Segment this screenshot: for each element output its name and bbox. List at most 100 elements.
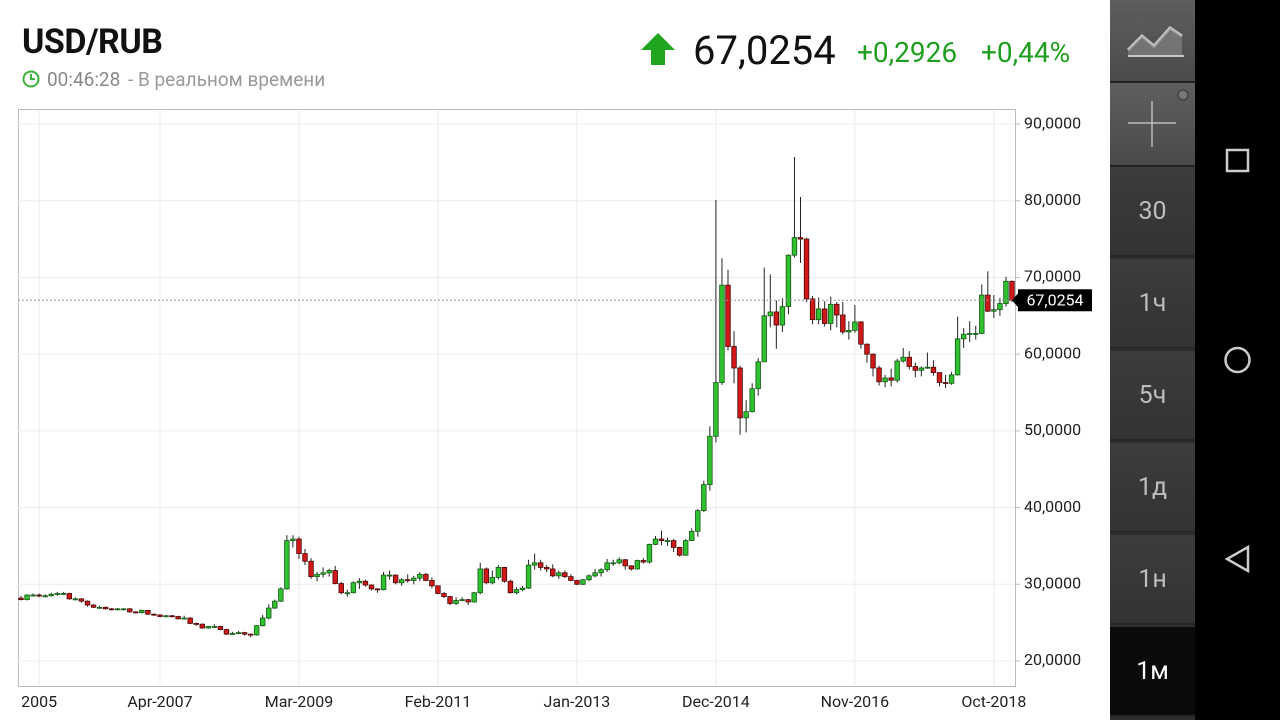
x-tick-label: 2005 [21,692,57,711]
candle-body [223,629,230,635]
last-price-box [1018,289,1092,312]
candle-body [24,594,30,601]
plot-frame [18,109,1016,687]
candle-body [809,298,816,321]
candle-body [411,577,417,581]
candle-body [930,366,937,373]
candle-body [84,600,91,606]
candle-body [205,626,212,629]
candle-body [247,633,254,636]
candle-body [308,560,314,578]
candle-body [821,308,828,324]
candle-body [628,565,635,570]
candle-body [803,238,810,300]
candle-body [670,540,677,548]
interval-button[interactable]: 1н [1110,535,1195,625]
last-price-label: 67,0254 [1026,290,1083,309]
candle-body [374,588,381,591]
candle-body [991,309,997,312]
up-arrow [641,33,675,65]
x-tick-label: Feb-2011 [405,692,472,711]
recents-button[interactable] [1225,148,1250,173]
interval-button[interactable]: 5ч [1110,351,1195,441]
candle-body [852,321,858,331]
candle-body [719,284,725,383]
candle-body [997,303,1003,311]
candle-body [423,573,429,581]
interval-button[interactable]: 1ч [1110,259,1195,349]
candle-body [1009,280,1015,301]
candle-body [272,600,278,609]
candle-body [713,382,719,437]
candle-body [695,510,701,532]
candle-body [658,538,665,541]
status: - В реальном времени [128,68,326,91]
candle-body [78,598,85,602]
candle-body [108,608,115,611]
candle-body [773,311,780,326]
candle-body [48,593,54,597]
candle-body [501,567,508,582]
candle-body [260,617,266,627]
interval-button[interactable]: 1д [1110,443,1195,533]
candle-body [326,570,332,574]
nav-icons [1224,148,1251,574]
candle-body [284,540,290,590]
candle-body [477,568,483,594]
clock-icon [22,70,40,88]
candle-body [737,367,743,419]
candle-body [985,294,991,312]
nav-bar [1195,0,1280,720]
candle-body [302,553,308,562]
candle-body [320,572,326,575]
candle-body [936,372,943,383]
candle-body [278,588,284,602]
candle-body [441,593,447,597]
candle-body [550,568,556,577]
candle-body [495,567,502,578]
candle-body [640,560,647,563]
candle-body [398,579,405,584]
candle-body [356,580,363,584]
chart-type-icon [1126,26,1184,57]
candle-body [513,589,520,594]
candle-body [846,329,852,333]
candle-body [888,377,894,381]
candle-body [531,562,538,566]
candle-body [429,580,435,587]
candle-body [646,543,653,563]
candle-body [102,606,109,610]
candle-body [918,367,925,371]
candle-body [42,595,48,598]
crosshair-button[interactable] [1110,83,1195,167]
y-tick-label: 30,0000 [1024,574,1081,593]
candle-body [266,607,272,619]
candle-body [791,237,798,256]
toolbar: 30 1ч 5ч 1д 1н 1м [1110,0,1195,720]
interval-button[interactable]: 1м [1110,627,1195,717]
candle-body [828,303,834,324]
candle-body [314,573,320,578]
candle-body [60,593,66,595]
home-button[interactable] [1224,346,1251,374]
candle-body [290,538,296,541]
candle-body [967,333,973,335]
interval-button[interactable]: 30 [1110,167,1195,257]
candle-body [574,580,580,585]
candle-body [139,609,145,614]
candle-body [235,632,242,635]
back-button[interactable] [1224,544,1250,574]
candle-body [586,575,592,581]
candle-body [894,360,900,381]
candle-body [767,311,773,317]
candle-body [114,608,121,611]
candle-body [211,626,218,628]
candle-body [362,580,369,586]
candle-body [507,580,514,594]
candle-body [151,613,157,616]
x-tick-label: Nov-2016 [821,692,890,711]
chart-type-button[interactable] [1110,0,1195,83]
candle-body [157,614,163,617]
candle-body [749,388,755,413]
